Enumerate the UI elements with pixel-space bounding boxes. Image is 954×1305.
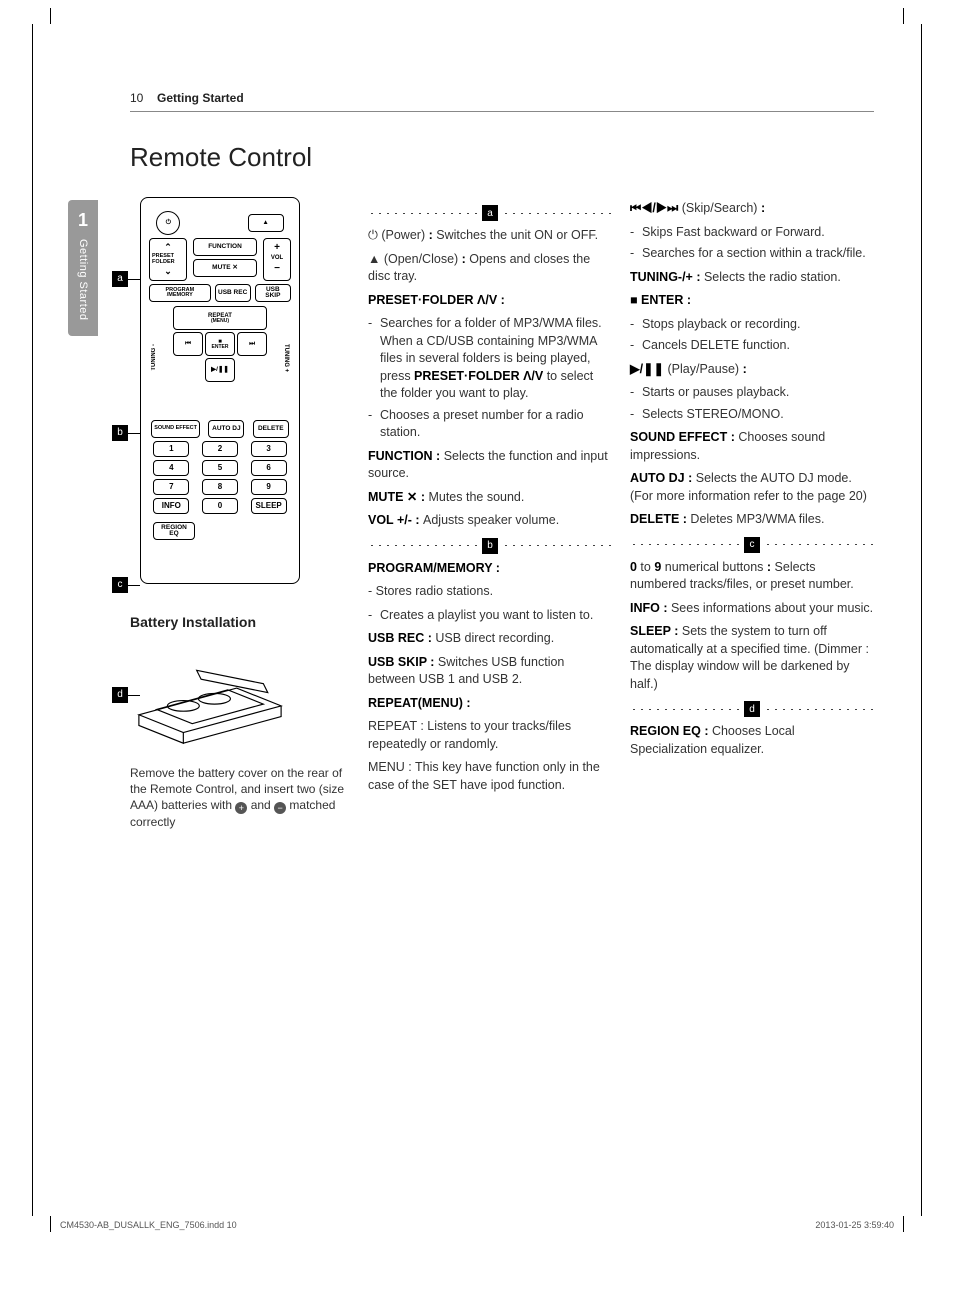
autodj-button: AUTO DJ [208,420,244,438]
list-item: Creates a playlist you want to listen to… [368,607,612,625]
sleep-button: SLEEP [251,498,287,514]
enter-header: ■ ENTER : [630,293,691,307]
numkeys-desc: 0 to 9 numerical buttons : Selects numbe… [630,559,874,594]
list-item: Cancels DELETE function. [630,337,874,355]
skip-header: ⏮◀/▶⏭ (Skip/Search) : [630,200,874,218]
page-title: Remote Control [130,142,874,173]
section-name: Getting Started [157,91,244,105]
plus-icon: + [235,802,247,814]
list-item: Searches for a folder of MP3/WMA files. … [368,315,612,403]
enter-list: Stops playback or recording. Cancels DEL… [630,316,874,355]
remote-diagram: ⏻ ▲ ⌃ PRESET FOLDER ⌄ FUNCTION MUTE ✕ [140,197,300,584]
preset-header: PRESET·FOLDER Λ/V : [368,293,505,307]
playpause-button: ▶/❚❚ [205,358,235,382]
num-5: 5 [202,460,238,476]
footer-timestamp: 2013-01-25 3:59:40 [815,1220,894,1230]
num-6: 6 [251,460,287,476]
list-item: Chooses a preset number for a radio stat… [368,407,612,442]
list-item: Starts or pauses playback. [630,384,874,402]
program-button: PROGRAM /MEMORY [149,284,211,302]
tuning-plus-label: TUNING + [283,344,289,372]
section-divider-1: a [368,205,612,221]
next-button: ⏭ [237,332,267,356]
num-3: 3 [251,441,287,457]
play-list: Starts or pauses playback. Selects STERE… [630,384,874,423]
list-item: Selects STEREO/MONO. [630,406,874,424]
power-button: ⏻ [156,211,180,235]
enter-button: ■ ENTER [205,332,235,356]
delete-button: DELETE [253,420,289,438]
preset-folder-group: ⌃ PRESET FOLDER ⌄ [149,238,187,281]
preset-list: Searches for a folder of MP3/WMA files. … [368,315,612,442]
program-text: - Stores radio stations. [368,583,612,601]
vol-desc: VOL +/- : Adjusts speaker volume. [368,512,612,530]
callout-4: d [112,687,128,703]
num-7: 7 [153,479,189,495]
delete-desc: DELETE : Deletes MP3/WMA files. [630,511,874,529]
battery-text: Remove the battery cover on the rear of … [130,765,350,831]
page-header: 10 Getting Started [130,90,874,112]
repeat-header: REPEAT(MENU) : [368,696,471,710]
usbrec-desc: USB REC : USB direct recording. [368,630,612,648]
eject-button: ▲ [248,214,284,232]
list-item: Skips Fast backward or Forward. [630,224,874,242]
sound-desc: SOUND EFFECT : Chooses sound impressions… [630,429,874,464]
section-divider-2: b [368,538,612,554]
repeat-text: REPEAT : Listens to your tracks/files re… [368,718,612,753]
section-divider-3: c [630,537,874,553]
print-footer: CM4530-AB_DUSALLK_ENG_7506.indd 10 2013-… [60,1220,894,1230]
usbskip-desc: USB SKIP : Switches USB function between… [368,654,612,689]
region-eq-button: REGION EQ [153,522,195,540]
sleep-desc: SLEEP : Sets the system to turn off auto… [630,623,874,693]
mute-desc: MUTE ✕ : Mutes the sound. [368,489,612,507]
program-header: PROGRAM/MEMORY : [368,561,500,575]
num-1: 1 [153,441,189,457]
num-2: 2 [202,441,238,457]
battery-heading: Battery Installation [130,614,350,630]
list-item: Searches for a section within a track/fi… [630,245,874,263]
num-9: 9 [251,479,287,495]
repeat-button: REPEAT (MENU) [173,306,267,330]
num-8: 8 [202,479,238,495]
chapter-tab: 1 Getting Started [68,200,98,336]
footer-file: CM4530-AB_DUSALLK_ENG_7506.indd 10 [60,1220,237,1230]
num-4: 4 [153,460,189,476]
minus-icon: − [274,802,286,814]
callout-1: a [112,271,128,287]
usbrec-button: USB REC [215,284,251,302]
callout-2: b [112,425,128,441]
mute-button: MUTE ✕ [193,259,257,277]
callout-3: c [112,577,128,593]
info-button: INFO [153,498,189,514]
num-0: 0 [202,498,238,514]
function-button: FUNCTION [193,238,257,256]
chapter-number: 1 [68,210,98,231]
tuning-desc: TUNING-/+ : Selects the radio station. [630,269,874,287]
function-desc: FUNCTION : Selects the function and inpu… [368,448,612,483]
usbskip-button: USB SKIP [255,284,291,302]
region-desc: REGION EQ : Chooses Local Specialization… [630,723,874,758]
page-number: 10 [130,91,143,105]
play-header: ▶/❚❚ (Play/Pause) : [630,361,874,379]
menu-text: MENU : This key have function only in th… [368,759,612,794]
chapter-label: Getting Started [77,239,89,321]
power-desc: ⏻ (Power) : Switches the unit ON or OFF. [368,227,612,245]
info-desc: INFO : Sees informations about your musi… [630,600,874,618]
sound-button: SOUND EFFECT [151,420,200,438]
battery-illustration [130,642,290,752]
autodj-desc: AUTO DJ : Selects the AUTO DJ mode. (For… [630,470,874,505]
prev-button: ⏮ [173,332,203,356]
volume-group: + VOL − [263,238,291,281]
list-item: Stops playback or recording. [630,316,874,334]
tuning-minus-label: TUNING - [151,344,157,371]
eject-desc: ▲ (Open/Close) : Opens and closes the di… [368,251,612,286]
skip-list: Skips Fast backward or Forward. Searches… [630,224,874,263]
section-divider-4: d [630,701,874,717]
